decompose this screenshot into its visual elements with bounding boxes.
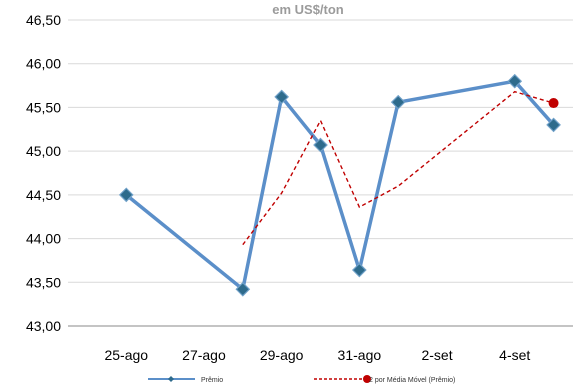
data-point bbox=[351, 262, 367, 278]
x-tick-label: 25-ago bbox=[104, 347, 148, 363]
legend-marker-premio bbox=[168, 376, 174, 382]
legend-label-media-movel: 2 por Média Móvel (Prêmio) bbox=[369, 377, 455, 384]
x-tick-label: 2-set bbox=[421, 347, 452, 363]
y-tick-label: 45,50 bbox=[26, 99, 61, 115]
data-point bbox=[507, 73, 523, 89]
legend: Prêmio 2 por Média Móvel (Prêmio) bbox=[148, 375, 455, 384]
data-point bbox=[546, 117, 561, 133]
y-axis-ticks: 43,00 43,50 44,00 44,50 45,00 45,50 46,00 46,50 bbox=[26, 12, 61, 334]
y-tick-label: 44,50 bbox=[26, 187, 61, 203]
data-point bbox=[118, 187, 134, 203]
y-tick-label: 46,50 bbox=[26, 12, 61, 28]
legend-marker-media-movel bbox=[363, 375, 371, 383]
series-line-media-movel bbox=[242, 90, 554, 246]
data-point bbox=[235, 281, 251, 297]
data-point bbox=[313, 137, 328, 153]
series-layer bbox=[118, 73, 561, 297]
y-tick-label: 46,00 bbox=[26, 56, 61, 72]
y-tick-label: 43,50 bbox=[26, 274, 61, 290]
x-axis-ticks: 25-ago 27-ago 29-ago 31-ago 2-set 4-set bbox=[104, 347, 530, 363]
data-point bbox=[274, 89, 290, 105]
data-point bbox=[390, 94, 406, 110]
x-tick-label: 29-ago bbox=[260, 347, 304, 363]
media-movel-end-marker bbox=[548, 98, 559, 109]
x-tick-label: 4-set bbox=[499, 347, 530, 363]
x-tick-label: 31-ago bbox=[338, 347, 382, 363]
y-tick-label: 43,00 bbox=[26, 318, 61, 334]
legend-label-premio: Prêmio bbox=[201, 377, 223, 384]
series-line-premio bbox=[124, 79, 556, 292]
y-tick-label: 45,00 bbox=[26, 143, 61, 159]
x-tick-label: 27-ago bbox=[182, 347, 226, 363]
grid-lines bbox=[68, 19, 573, 327]
chart-title: em US$/ton bbox=[272, 2, 344, 17]
y-tick-label: 44,00 bbox=[26, 231, 61, 247]
